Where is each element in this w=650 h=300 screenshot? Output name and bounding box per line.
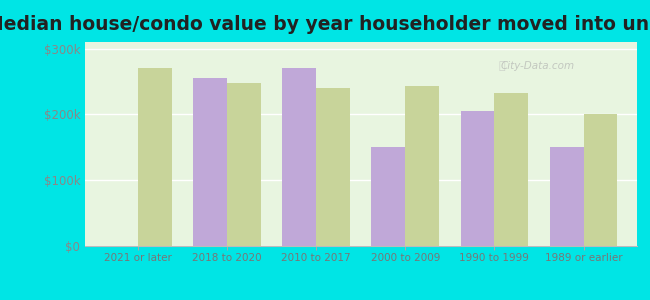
Bar [495,93,528,246]
Text: ⓘ: ⓘ [499,61,505,71]
Bar [138,68,172,246]
Bar [584,114,618,246]
Bar [282,68,316,246]
Bar [461,111,495,246]
Text: City-Data.com: City-Data.com [500,61,575,71]
Text: Median house/condo value by year householder moved into unit: Median house/condo value by year househo… [0,15,650,34]
Bar [193,78,227,246]
Bar [316,88,350,246]
Bar [550,147,584,246]
Bar [371,147,406,246]
Bar [406,86,439,246]
Bar [227,83,261,246]
